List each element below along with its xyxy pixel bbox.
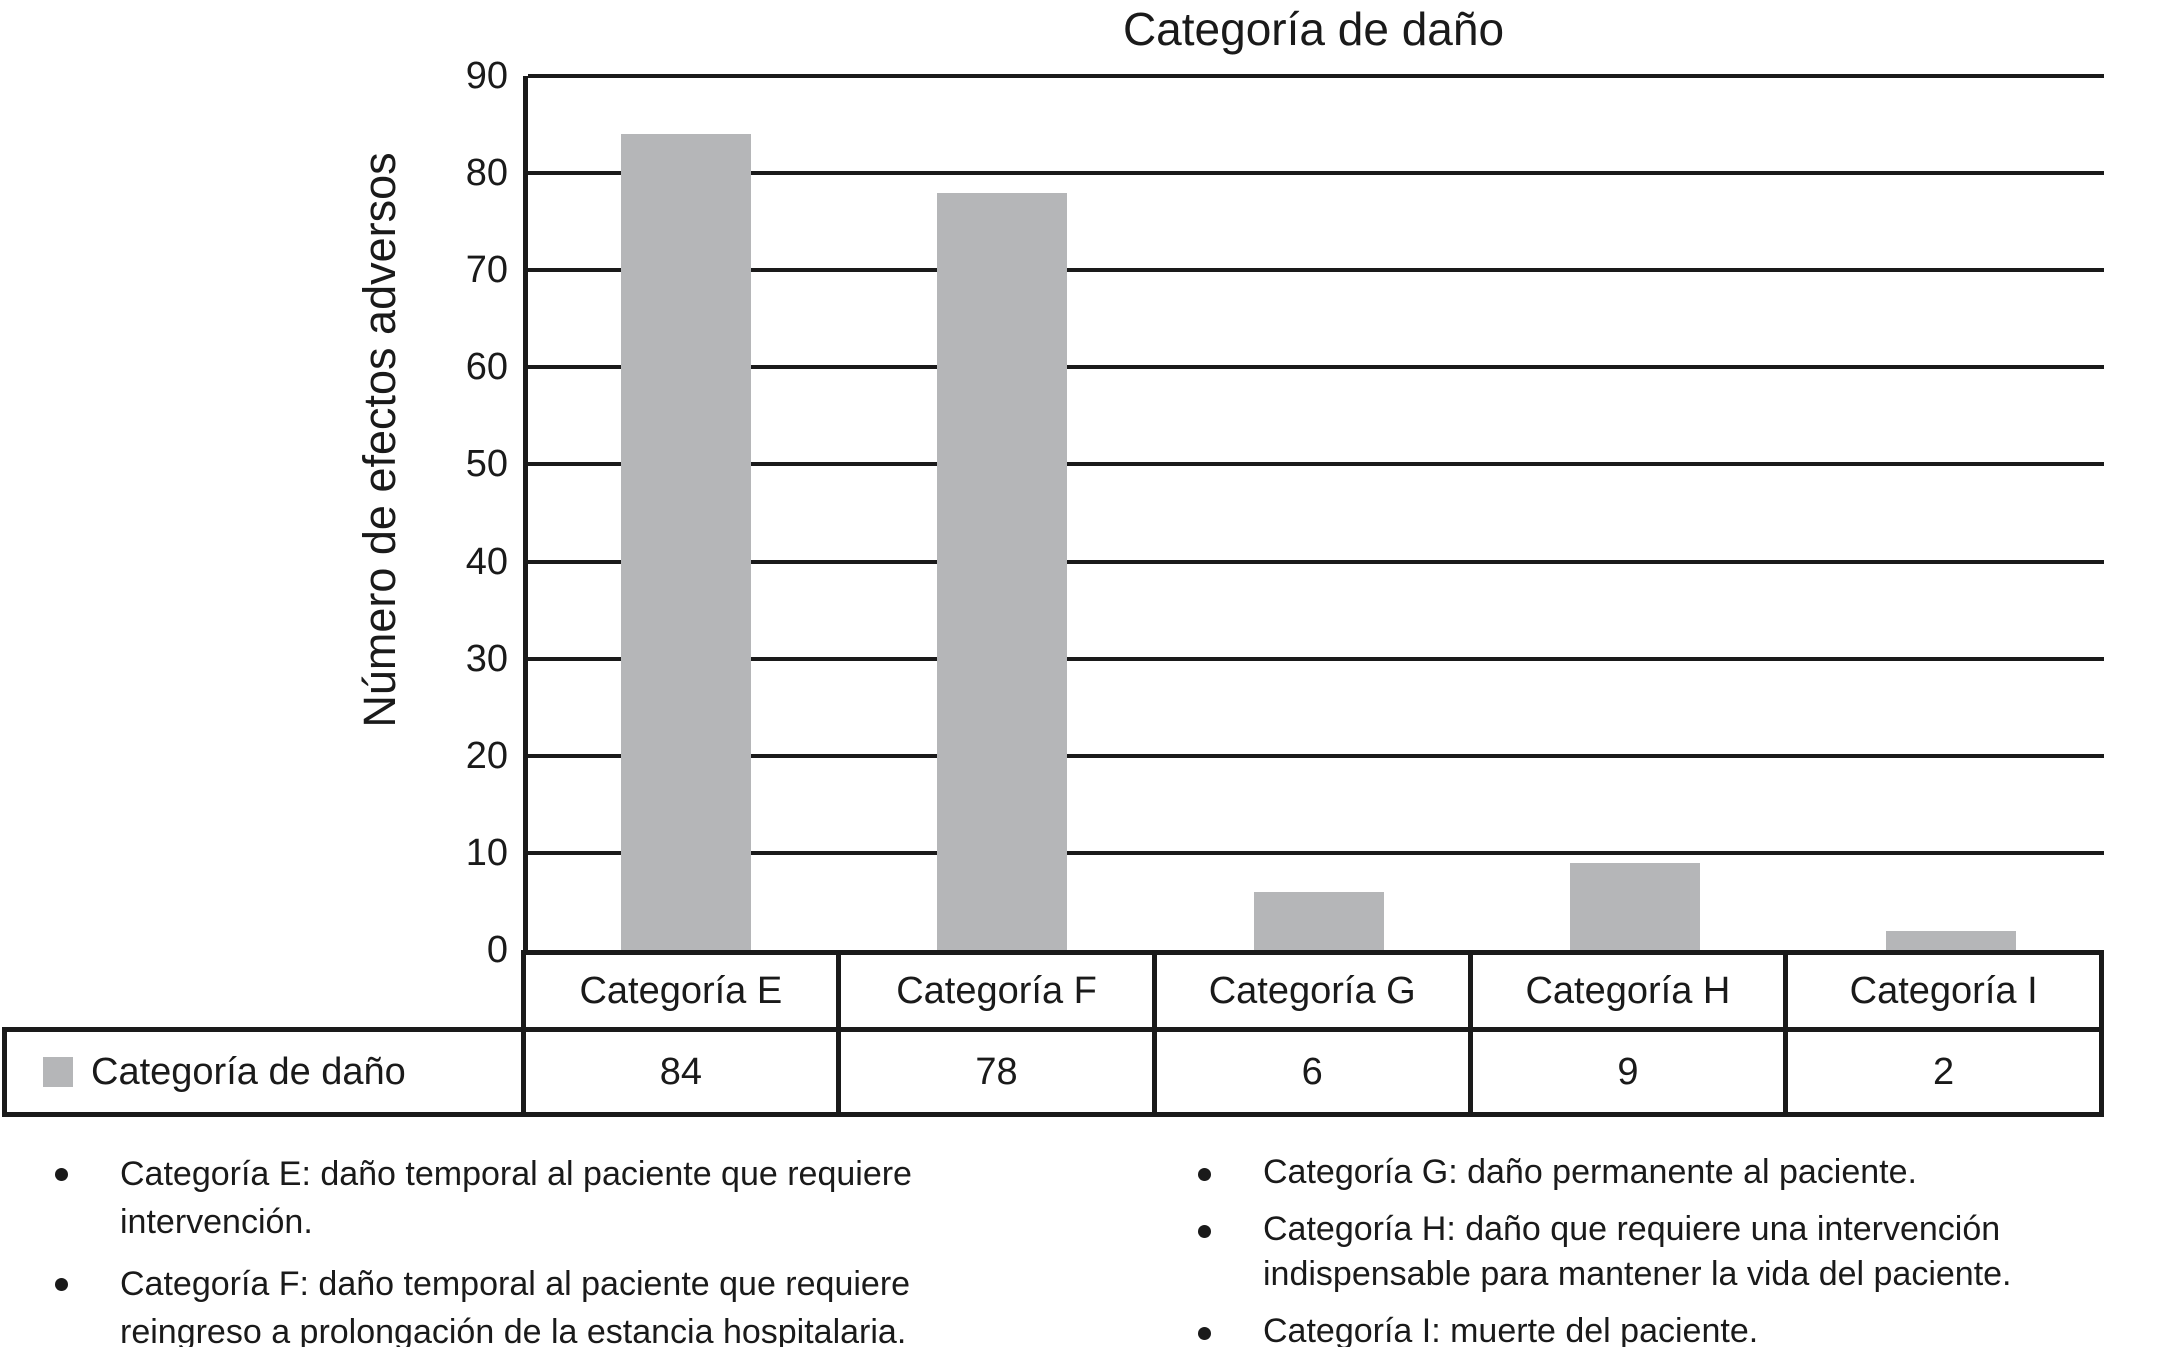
gridline-y40 (528, 559, 2104, 564)
legend-label: Categoría de daño (91, 1050, 406, 1093)
bar-categoría-f (937, 192, 1068, 950)
note-line: Categoría F: daño temporal al paciente q… (120, 1265, 911, 1303)
note-line: intervención. (120, 1203, 313, 1241)
table-value-cell: 84 (520, 1027, 842, 1117)
gridline-y10 (528, 850, 2104, 855)
table-value-cell: 6 (1151, 1027, 1473, 1117)
note-line: indispensable para mantener la vida del … (1263, 1255, 2012, 1293)
table-value-cell: 2 (1783, 1027, 2104, 1117)
y-tick-label-60: 60 (465, 346, 508, 389)
gridline-y50 (528, 462, 2104, 467)
bar-categoría-e (621, 134, 752, 950)
gridline-y30 (528, 656, 2104, 661)
data-table: Categoría E Categoría F Categoría G Categor… (2, 950, 2104, 1117)
note-item: Categoría F: daño temporal al paciente q… (55, 1260, 1115, 1347)
bullet-icon (55, 1150, 120, 1181)
table-value-row: Categoría de daño 84 78 6 9 2 (2, 1027, 2104, 1117)
bullet-icon (55, 1260, 120, 1291)
note-line: Categoría E: daño temporal al paciente q… (120, 1155, 912, 1193)
bullet-icon (1198, 1150, 1263, 1181)
table-header-row: Categoría E Categoría F Categoría G Categor… (5, 950, 2104, 1032)
note-line: Categoría H: daño que requiere una inter… (1263, 1210, 2001, 1248)
note-text: Categoría F: daño temporal al paciente q… (120, 1260, 910, 1347)
plot-area (523, 74, 2104, 950)
y-tick-label-50: 50 (465, 443, 508, 486)
y-tick-label-40: 40 (465, 540, 508, 583)
y-tick-label-70: 70 (465, 249, 508, 292)
gridline-y80 (528, 171, 2104, 176)
note-text: Categoría H: daño que requiere una inter… (1263, 1207, 2012, 1297)
note-item: Categoría E: daño temporal al paciente q… (55, 1150, 1115, 1246)
chart-title: Categoría de daño (1122, 3, 1505, 55)
table-value-cell: 9 (1467, 1027, 1789, 1117)
note-line: Categoría I: muerte del paciente. (1263, 1312, 1759, 1347)
bullet-icon (1198, 1207, 1263, 1238)
note-item: Categoría G: daño permanente al paciente… (1198, 1150, 2180, 1195)
gridline-y60 (528, 365, 2104, 370)
table-header-cell: Categoría I (1783, 950, 2104, 1032)
bar-categoría-h (1569, 862, 1700, 950)
y-tick-label-0: 0 (486, 929, 508, 971)
table-header-cell: Categoría H (1467, 950, 1789, 1032)
notes-column-right: Categoría G: daño permanente al paciente… (1198, 1150, 2180, 1347)
table-value-cell: 78 (836, 1027, 1157, 1117)
note-text: Categoría G: daño permanente al paciente… (1263, 1150, 1917, 1195)
note-text: Categoría I: muerte del paciente. (1263, 1309, 1758, 1347)
note-item: Categoría I: muerte del paciente. (1198, 1309, 2180, 1347)
legend-cell: Categoría de daño (2, 1027, 526, 1117)
bar-categoría-i (1885, 930, 2016, 950)
gridline-y90 (528, 74, 2104, 78)
bar-categoría-g (1253, 891, 1384, 950)
table-header-cell: Categoría G (1151, 950, 1473, 1032)
series-swatch-icon (43, 1057, 73, 1087)
table-header-cell: Categoría F (836, 950, 1157, 1032)
note-line: reingreso a prolongación de la estancia … (120, 1313, 907, 1347)
y-tick-label-80: 80 (465, 152, 508, 195)
gridline-y20 (528, 753, 2104, 758)
bullet-icon (1198, 1309, 1263, 1340)
note-text: Categoría E: daño temporal al paciente q… (120, 1150, 912, 1246)
y-tick-label-90: 90 (465, 55, 508, 97)
note-item: Categoría H: daño que requiere una inter… (1198, 1207, 2180, 1297)
notes-column-left: Categoría E: daño temporal al paciente q… (55, 1150, 1115, 1347)
table-corner-spacer (5, 953, 524, 1030)
y-tick-label-20: 20 (465, 734, 508, 777)
y-tick-label-10: 10 (465, 831, 508, 874)
table-header-cell: Categoría E (520, 950, 842, 1032)
y-tick-label-30: 30 (465, 637, 508, 680)
note-line: Categoría G: daño permanente al paciente… (1263, 1153, 1917, 1191)
gridline-y70 (528, 268, 2104, 273)
